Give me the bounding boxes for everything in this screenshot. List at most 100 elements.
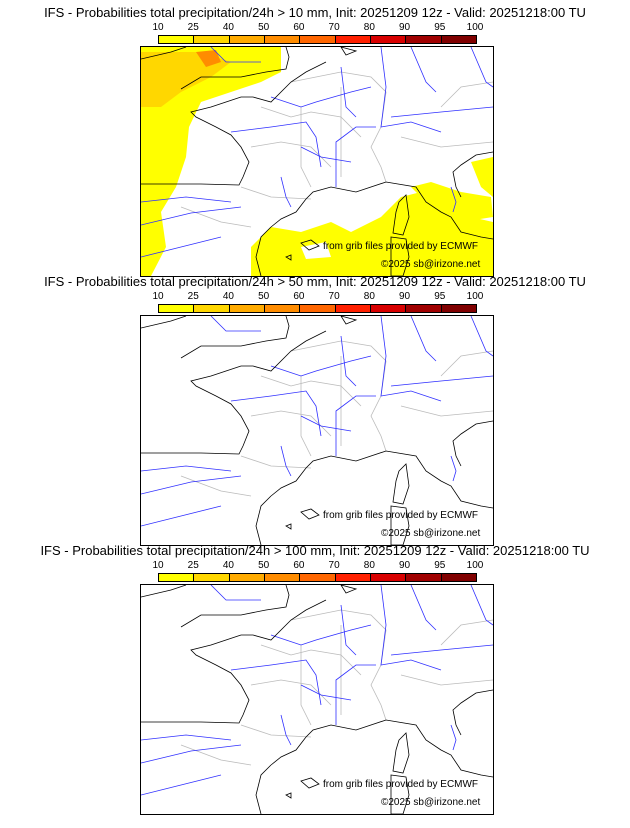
- river: [230, 121, 322, 168]
- colorbar-swatch: [300, 574, 336, 581]
- colorbar-tick-label: 100: [466, 560, 484, 571]
- colorbar-swatch: [159, 574, 195, 581]
- river: [141, 744, 242, 764]
- colorbar-swatch: [194, 574, 230, 581]
- river: [380, 585, 442, 671]
- river: [280, 176, 292, 208]
- copyright-credit: ©2025 sb@irizone.net: [381, 259, 481, 270]
- river: [470, 316, 493, 357]
- coastline: [390, 505, 410, 545]
- forecast-panel: IFS - Probabilities total precipitation/…: [0, 0, 630, 277]
- colorbar-ticks: 10 25 40 50 60 70 80 90 95 100: [152, 291, 483, 303]
- admin-border: [300, 107, 312, 188]
- river: [340, 335, 357, 387]
- colorbar-tick-label: 90: [398, 22, 411, 33]
- river: [210, 47, 261, 63]
- admin-border: [180, 206, 252, 228]
- colorbar-tick-label: 50: [258, 291, 270, 302]
- colorbar-tick-label: 100: [466, 22, 484, 33]
- coastline: [270, 450, 493, 509]
- colorbar-swatch: [264, 36, 301, 43]
- river: [300, 684, 352, 701]
- colorbar-swatch: [441, 36, 476, 43]
- colorbar-tick-label: 25: [187, 22, 199, 33]
- colorbar-swatch: [300, 36, 336, 43]
- coastline: [340, 47, 358, 56]
- rain-area-10: [411, 182, 493, 222]
- river: [141, 236, 222, 258]
- rain-area-10: [141, 47, 281, 276]
- coastline: [452, 151, 493, 198]
- colorbar-swatch: [229, 305, 265, 312]
- river: [335, 395, 376, 456]
- colorbar-tick-label: 80: [363, 560, 375, 571]
- colorbar-swatch: [335, 36, 371, 43]
- river: [380, 316, 442, 402]
- colorbar-tick-label: 95: [434, 291, 446, 302]
- coastline: [270, 181, 493, 240]
- river: [141, 206, 242, 226]
- coastline: [390, 236, 410, 276]
- coastline: [340, 585, 358, 594]
- coastline: [392, 463, 410, 505]
- colorbar-tick-label: 50: [258, 560, 270, 571]
- river: [380, 47, 442, 133]
- coastline: [390, 774, 410, 814]
- coastline: [285, 523, 292, 530]
- coastline: [300, 508, 320, 520]
- colorbar-tick-label: 100: [466, 291, 484, 302]
- river: [141, 774, 222, 796]
- river: [280, 445, 292, 477]
- coastline: [180, 316, 290, 359]
- river: [280, 714, 292, 746]
- coastline: [285, 254, 292, 261]
- admin-border: [400, 405, 493, 417]
- colorbar-tick-label: 80: [363, 22, 375, 33]
- colorbar-swatch: [370, 574, 407, 581]
- river: [335, 126, 376, 187]
- river: [470, 585, 493, 626]
- panel-title: IFS - Probabilities total precipitation/…: [44, 5, 586, 20]
- admin-border: [180, 475, 252, 497]
- river: [141, 505, 222, 527]
- admin-border: [260, 375, 362, 407]
- coastline: [452, 420, 493, 467]
- colorbar-ticks: 10 25 40 50 60 70 80 90 95 100: [152, 22, 483, 34]
- colorbar-tick-label: 95: [434, 560, 446, 571]
- colorbar-tick-label: 60: [293, 22, 305, 33]
- river: [390, 375, 493, 387]
- river: [270, 355, 372, 377]
- colorbar-tick-label: 40: [222, 22, 234, 33]
- river: [450, 186, 457, 213]
- admin-border: [240, 455, 312, 469]
- colorbar-swatch: [159, 305, 195, 312]
- admin-border: [180, 744, 252, 766]
- colorbar-swatch: [406, 305, 442, 312]
- colorbar-swatch: [406, 36, 442, 43]
- dry-gap: [301, 242, 331, 259]
- precipitation-map: from grib files provided by ECMWF ©2025 …: [140, 46, 494, 277]
- admin-border: [440, 350, 493, 377]
- colorbar-swatch: [194, 305, 230, 312]
- coastline: [141, 61, 327, 186]
- coastline: [141, 599, 327, 724]
- colorbar-legend: [158, 573, 477, 582]
- river: [390, 644, 493, 656]
- coastline: [285, 792, 292, 799]
- river: [450, 724, 457, 751]
- admin-border: [400, 674, 493, 686]
- colorbar-tick-label: 70: [328, 291, 340, 302]
- admin-border: [260, 644, 362, 676]
- river: [340, 66, 357, 118]
- coastline: [392, 732, 410, 774]
- admin-border: [440, 81, 493, 108]
- river: [141, 734, 232, 741]
- colorbar-swatch: [441, 574, 476, 581]
- coastline: [141, 585, 187, 598]
- coastline: [180, 585, 290, 628]
- rain-area-50: [196, 50, 221, 67]
- river: [141, 465, 232, 472]
- colorbar-tick-label: 70: [328, 560, 340, 571]
- river: [335, 664, 376, 725]
- coastline: [255, 764, 272, 814]
